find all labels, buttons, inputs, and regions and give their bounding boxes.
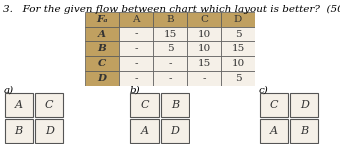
Text: c): c) [258, 86, 268, 95]
Text: D: D [45, 126, 54, 136]
Text: 15: 15 [164, 30, 176, 38]
Text: Fₐ: Fₐ [96, 15, 108, 24]
Text: 10: 10 [198, 44, 210, 53]
FancyBboxPatch shape [119, 71, 153, 86]
Text: C: C [269, 100, 278, 110]
Text: A: A [98, 30, 106, 38]
FancyBboxPatch shape [119, 27, 153, 41]
Text: A: A [270, 126, 278, 136]
Text: -: - [134, 59, 138, 68]
FancyBboxPatch shape [187, 41, 221, 56]
FancyBboxPatch shape [85, 56, 119, 71]
FancyBboxPatch shape [153, 71, 187, 86]
Text: B: B [166, 15, 174, 24]
FancyBboxPatch shape [187, 27, 221, 41]
Text: a): a) [3, 86, 14, 95]
FancyBboxPatch shape [221, 12, 255, 27]
FancyBboxPatch shape [5, 119, 33, 143]
Text: -: - [134, 30, 138, 38]
Text: 5: 5 [235, 30, 241, 38]
FancyBboxPatch shape [85, 71, 119, 86]
Text: 5: 5 [235, 74, 241, 83]
Text: -: - [202, 74, 206, 83]
Text: A: A [140, 126, 149, 136]
FancyBboxPatch shape [221, 71, 255, 86]
Text: 10: 10 [232, 59, 244, 68]
FancyBboxPatch shape [85, 12, 119, 27]
Text: C: C [140, 100, 149, 110]
Text: C: C [45, 100, 54, 110]
FancyBboxPatch shape [161, 119, 189, 143]
Text: 10: 10 [198, 30, 210, 38]
FancyBboxPatch shape [35, 93, 63, 117]
FancyBboxPatch shape [85, 41, 119, 56]
FancyBboxPatch shape [290, 93, 318, 117]
Text: 3.   For the given flow between chart which layout is better?  (50 pts): 3. For the given flow between chart whic… [3, 4, 340, 14]
FancyBboxPatch shape [119, 56, 153, 71]
FancyBboxPatch shape [187, 12, 221, 27]
FancyBboxPatch shape [187, 56, 221, 71]
Text: B: B [171, 100, 179, 110]
Text: A: A [132, 15, 140, 24]
Text: -: - [168, 59, 172, 68]
FancyBboxPatch shape [260, 119, 288, 143]
Text: 15: 15 [232, 44, 244, 53]
Text: C: C [98, 59, 106, 68]
FancyBboxPatch shape [161, 93, 189, 117]
FancyBboxPatch shape [260, 93, 288, 117]
Text: b): b) [129, 86, 140, 95]
FancyBboxPatch shape [119, 12, 153, 27]
Text: 5: 5 [167, 44, 173, 53]
Text: B: B [300, 126, 308, 136]
FancyBboxPatch shape [119, 41, 153, 56]
FancyBboxPatch shape [221, 41, 255, 56]
Text: 15: 15 [198, 59, 210, 68]
Text: D: D [171, 126, 180, 136]
Text: C: C [200, 15, 208, 24]
FancyBboxPatch shape [35, 119, 63, 143]
Text: D: D [234, 15, 242, 24]
Text: D: D [300, 100, 309, 110]
FancyBboxPatch shape [131, 93, 158, 117]
FancyBboxPatch shape [153, 12, 187, 27]
Text: D: D [98, 74, 106, 83]
FancyBboxPatch shape [85, 27, 119, 41]
FancyBboxPatch shape [221, 27, 255, 41]
FancyBboxPatch shape [221, 56, 255, 71]
Text: B: B [15, 126, 23, 136]
Text: -: - [134, 44, 138, 53]
FancyBboxPatch shape [131, 119, 158, 143]
FancyBboxPatch shape [153, 41, 187, 56]
FancyBboxPatch shape [187, 71, 221, 86]
Text: A: A [15, 100, 23, 110]
FancyBboxPatch shape [290, 119, 318, 143]
Text: -: - [168, 74, 172, 83]
FancyBboxPatch shape [153, 56, 187, 71]
Text: B: B [98, 44, 106, 53]
FancyBboxPatch shape [5, 93, 33, 117]
FancyBboxPatch shape [153, 27, 187, 41]
Text: -: - [134, 74, 138, 83]
